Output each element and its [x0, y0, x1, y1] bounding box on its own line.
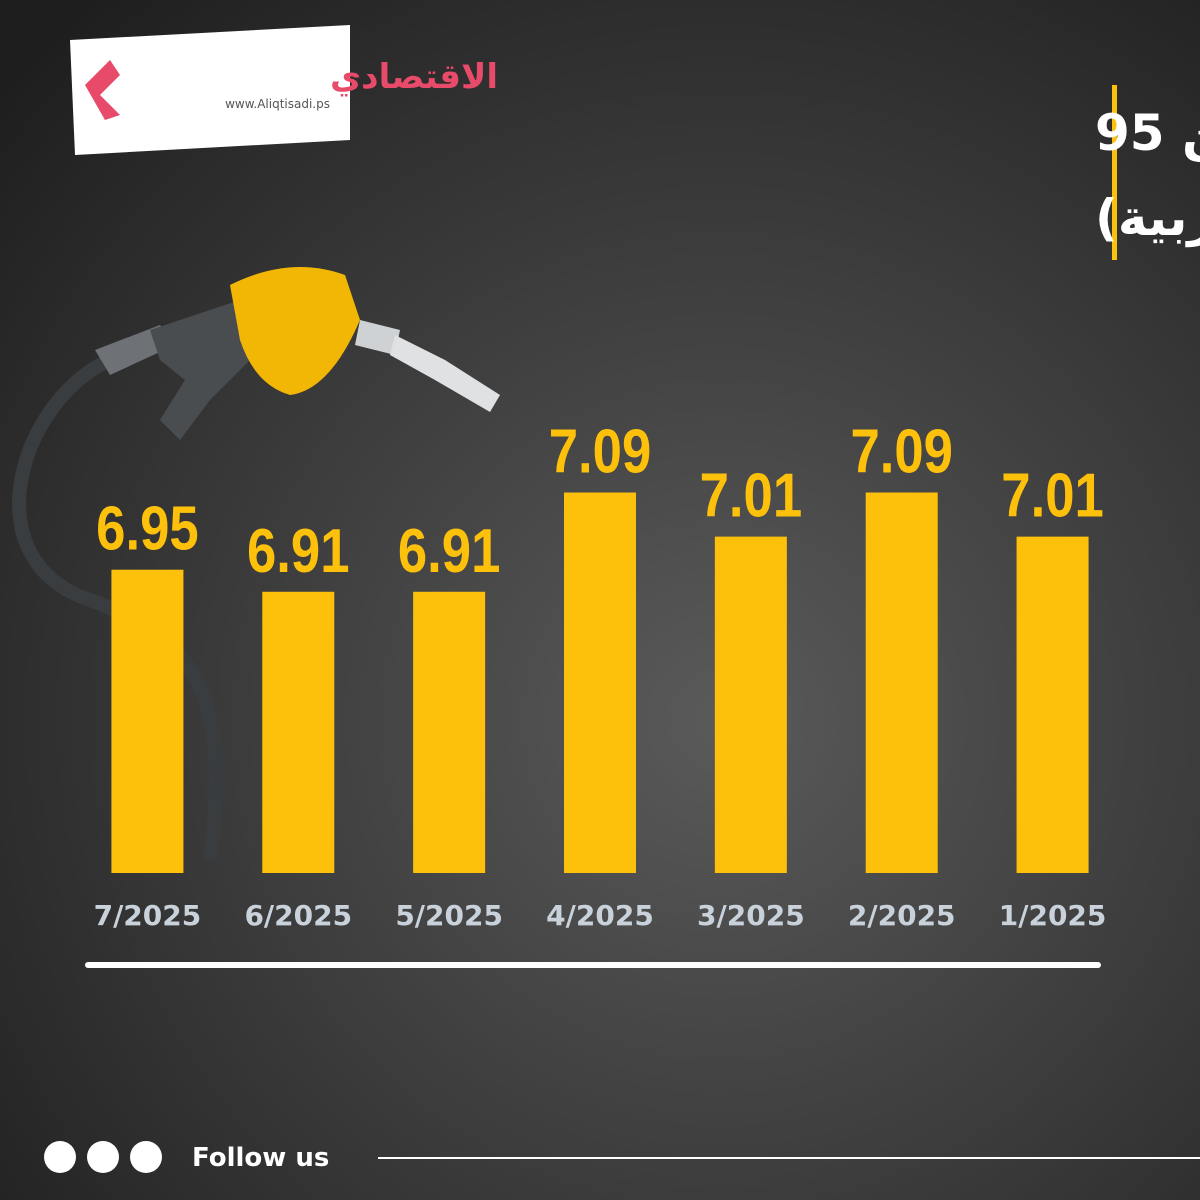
value-label: 6.91 [247, 517, 350, 586]
chart-subtitle: أول 7 أشهر 2025 (الضفة الغربية) [1095, 185, 1200, 248]
bar [564, 492, 636, 873]
bar [1016, 536, 1089, 873]
value-label: 7.09 [549, 418, 652, 487]
linkedin-icon[interactable] [130, 1141, 162, 1173]
x-tick-label: 7/2025 [94, 899, 202, 932]
value-label: 6.91 [398, 517, 501, 586]
hose [12, 353, 223, 861]
x-tick-label: 3/2025 [697, 899, 805, 932]
bar [262, 591, 335, 873]
brand-url: www.Aliqtisadi.ps [225, 97, 330, 111]
value-label: 7.01 [700, 462, 803, 531]
bar [865, 492, 938, 873]
social-icons [44, 1141, 162, 1173]
plot: 7/2025 6.95 6/2025 6.91 5/2025 6.91 4/2025 7.09… [94, 418, 1107, 932]
x-tick-label: 6/2025 [244, 899, 352, 932]
title-accent [1112, 85, 1117, 260]
value-label: 7.09 [850, 418, 953, 487]
x-tick-label: 5/2025 [395, 899, 503, 932]
chart-title: أسعـــــار البنزيـــن 95 [1095, 100, 1200, 163]
x-tick-label: 1/2025 [999, 899, 1107, 932]
brand-name: الاقتصادي [330, 57, 498, 97]
bar [413, 591, 486, 873]
logo: الاقتصادي www.Aliqtisadi.ps [70, 25, 498, 155]
value-label: 7.01 [1001, 462, 1104, 531]
value-label: 6.95 [96, 495, 199, 564]
instagram-icon[interactable] [44, 1141, 76, 1173]
facebook-icon[interactable] [87, 1141, 119, 1173]
nozzle-illustration [95, 267, 500, 440]
x-tick-label: 4/2025 [546, 899, 654, 932]
bar [714, 536, 787, 873]
x-tick-label: 2/2025 [848, 899, 956, 932]
follow-text: Follow us [192, 1143, 329, 1173]
bar [111, 569, 184, 873]
